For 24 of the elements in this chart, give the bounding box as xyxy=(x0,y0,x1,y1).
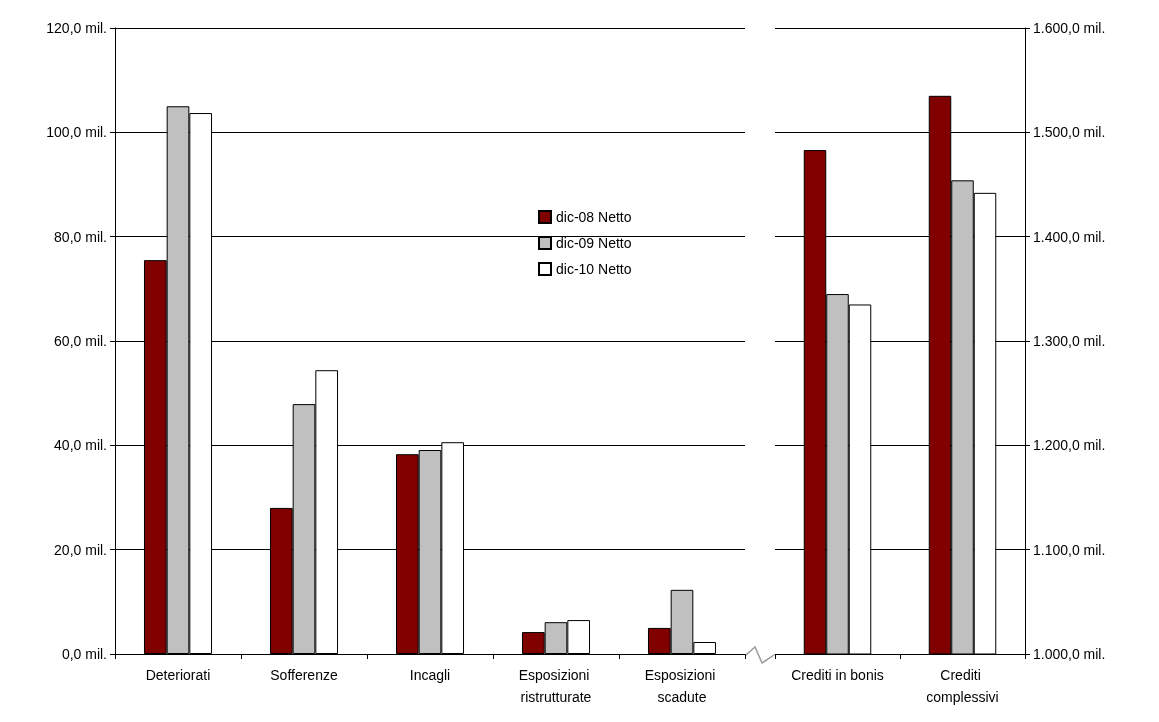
x-tick-label: Sofferenze xyxy=(270,667,338,683)
x-tick-label: Crediti complessivi xyxy=(926,667,999,705)
y2-tick-label: 1.200,0 mil. xyxy=(1033,437,1106,454)
y-tick-label: 80,0 mil. xyxy=(54,228,107,245)
x-tick-label: Crediti in bonis xyxy=(791,667,884,683)
y2-tick-label: 1.500,0 mil. xyxy=(1033,124,1106,141)
y-tick-label: 0,0 mil. xyxy=(61,646,107,662)
y2-tick-label: 1.100,0 mil. xyxy=(1033,541,1106,558)
x-tick-label: Esposizioni scadute xyxy=(644,667,720,705)
y2-tick-label: 1.000,0 mil. xyxy=(1033,646,1106,662)
x-tick-label: Deteriorati xyxy=(145,667,211,683)
y-tick-label: 20,0 mil. xyxy=(54,541,107,558)
legend-label: dic-09 Netto xyxy=(556,235,632,251)
y2-tick-label: 1.400,0 mil. xyxy=(1033,228,1106,245)
y2-tick-label: 1.600,0 mil. xyxy=(1033,20,1106,36)
y-tick-label: 40,0 mil. xyxy=(54,437,107,454)
y2-tick-label: 1.300,0 mil. xyxy=(1033,333,1106,349)
y-tick-label: 60,0 mil. xyxy=(54,333,107,349)
legend-label: dic-08 Netto xyxy=(556,209,632,225)
y-tick-label: 100,0 mil. xyxy=(46,124,107,141)
x-tick-label: Esposizioni ristrutturate xyxy=(518,667,594,705)
y-tick-label: 120,0 mil. xyxy=(46,20,107,36)
legend-label: dic-10 Netto xyxy=(556,261,632,277)
x-tick-label: Incagli xyxy=(409,667,451,683)
